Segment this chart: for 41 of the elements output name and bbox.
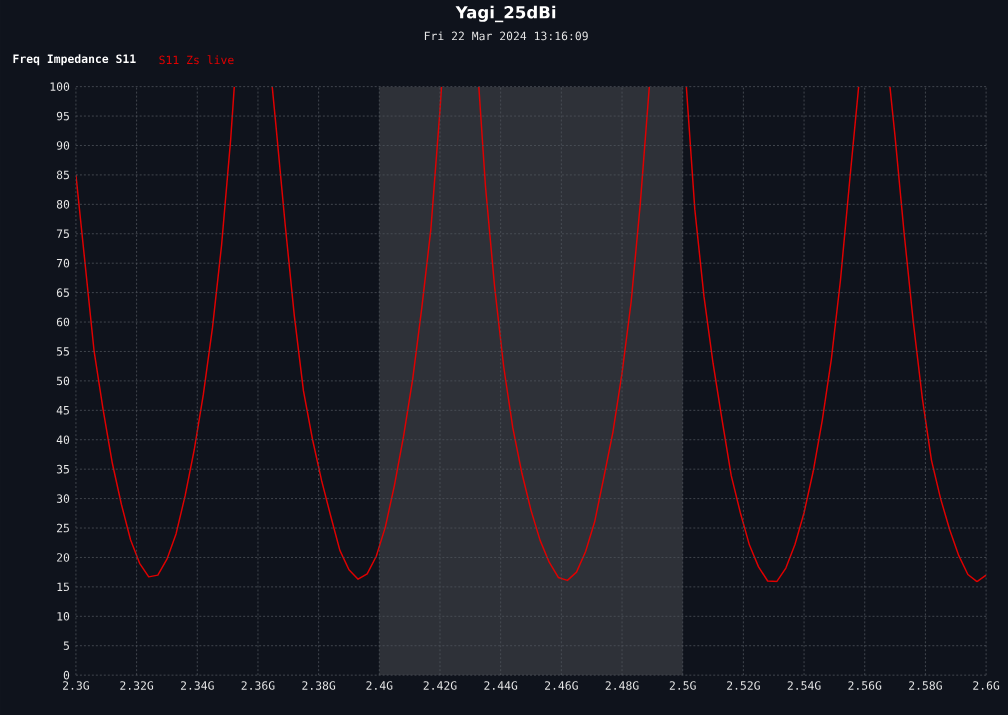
x-tick-label: 2.5G <box>669 681 696 690</box>
x-tick-label: 2.58G <box>909 681 942 690</box>
y-tick-label: 100 <box>50 82 70 91</box>
x-tick-label: 2.46G <box>545 681 578 690</box>
x-tick-label: 2.32G <box>120 681 154 690</box>
x-tick-label: 2.3G <box>63 681 89 690</box>
y-tick-label: 90 <box>56 141 70 150</box>
x-tick-label: 2.36G <box>241 681 275 690</box>
y-tick-label: 35 <box>56 464 69 474</box>
x-tick-label: 2.48G <box>605 681 639 690</box>
y-tick-label: 15 <box>57 582 69 592</box>
x-tick-label: 2.38G <box>302 681 336 690</box>
series-label: S11 Zs live <box>159 55 234 65</box>
y-tick-label: 60 <box>56 317 70 327</box>
x-tick-label: 2.6G <box>973 681 1000 690</box>
x-tick-label: 2.34G <box>180 681 214 690</box>
y-tick-label: 45 <box>56 406 69 415</box>
x-tick-label: 2.42G <box>423 681 457 690</box>
y-tick-label: 20 <box>57 553 70 562</box>
x-tick-label: 2.44G <box>484 681 518 690</box>
x-tick-label: 2.4G <box>366 681 393 690</box>
chart-title: Yagi_25dBi <box>455 5 556 23</box>
x-tick-label: 2.54G <box>787 681 821 690</box>
legend-title: Freq Impedance S11 <box>13 54 136 66</box>
y-tick-label: 10 <box>57 611 70 621</box>
y-tick-label: 30 <box>56 494 70 503</box>
y-tick-label: 80 <box>56 200 70 209</box>
y-tick-label: 65 <box>56 288 69 297</box>
y-tick-label: 25 <box>57 523 69 533</box>
y-tick-label: 50 <box>56 376 70 386</box>
x-tick-label: 2.56G <box>848 681 882 690</box>
chart-subtitle: Fri 22 Mar 2024 13:16:09 <box>424 31 588 41</box>
x-tick-label: 2.52G <box>727 681 760 690</box>
y-tick-label: 70 <box>56 258 70 268</box>
y-tick-label: 55 <box>56 347 69 356</box>
y-tick-label: 75 <box>56 229 69 239</box>
y-tick-label: 40 <box>56 435 70 445</box>
y-tick-label: 5 <box>63 641 69 650</box>
y-tick-label: 85 <box>56 170 69 180</box>
y-tick-label: 95 <box>56 111 69 121</box>
y-tick-label: 0 <box>63 670 70 680</box>
